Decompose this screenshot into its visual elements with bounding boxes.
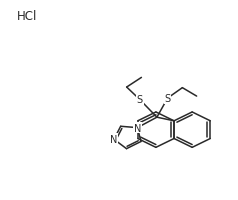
Text: S: S [164,94,171,104]
Text: HCl: HCl [17,10,37,22]
Text: N: N [134,123,141,133]
Text: N: N [110,135,118,145]
Text: S: S [137,95,143,105]
